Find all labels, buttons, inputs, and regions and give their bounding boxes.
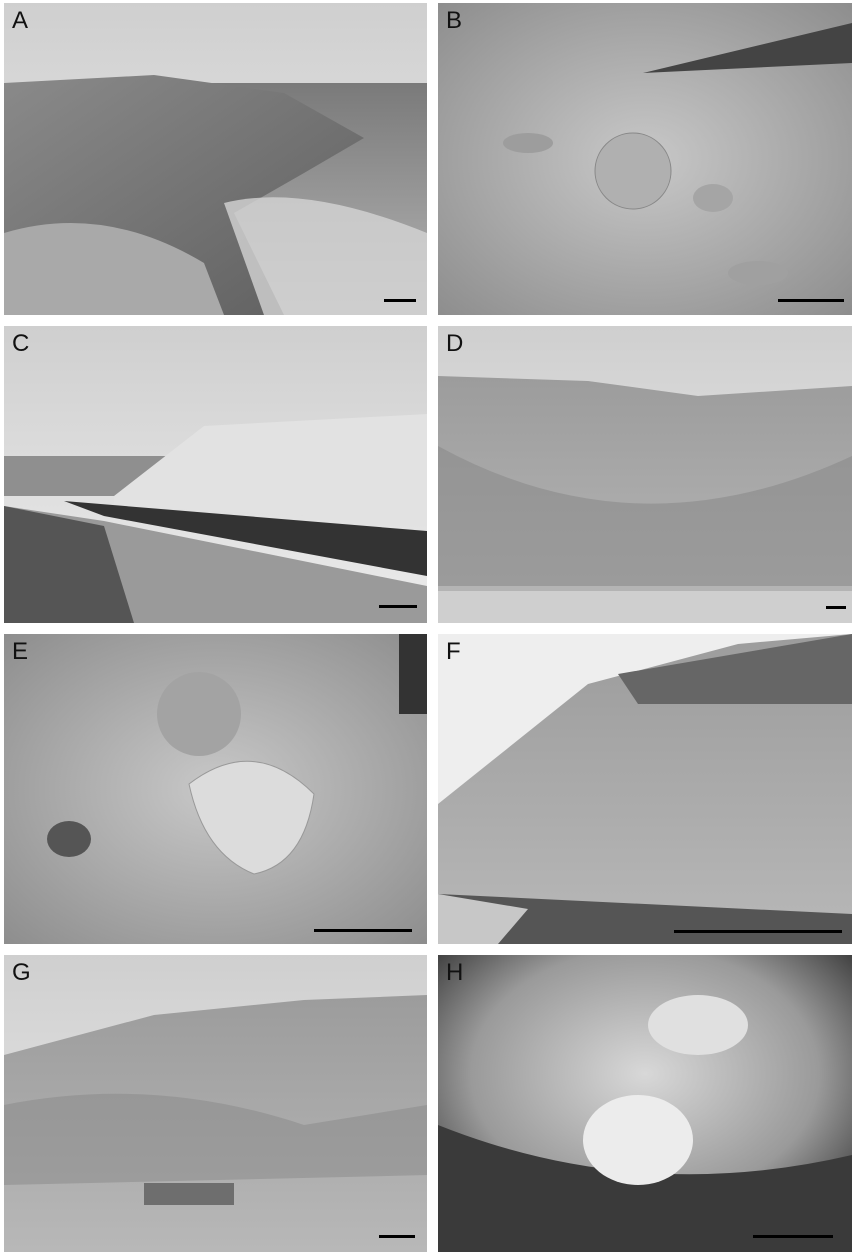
photo-panel: F	[438, 634, 852, 944]
photo	[438, 955, 852, 1252]
photo-panel: D	[438, 326, 852, 623]
photo-panel: G	[4, 955, 427, 1252]
photo	[4, 326, 427, 623]
photo	[4, 955, 427, 1252]
scale-bar	[384, 299, 416, 302]
scale-bar	[379, 1235, 415, 1238]
photo-panel: B	[438, 3, 852, 315]
scale-bar	[826, 606, 846, 609]
scale-bar	[778, 299, 844, 302]
panel-label: H	[446, 959, 464, 986]
scale-bar	[314, 929, 412, 932]
photo	[438, 326, 852, 623]
photo-panel: C	[4, 326, 427, 623]
panel-label: C	[12, 330, 30, 357]
photo	[4, 634, 427, 944]
photo	[4, 3, 427, 315]
photo	[438, 634, 852, 944]
photo-panel: A	[4, 3, 427, 315]
photo-panel: H	[438, 955, 852, 1252]
photo-panel: E	[4, 634, 427, 944]
photo	[438, 3, 852, 315]
panel-label: F	[446, 638, 461, 665]
panel-label: A	[12, 7, 29, 34]
scale-bar	[379, 605, 417, 608]
panel-label: D	[446, 330, 464, 357]
scale-bar	[674, 930, 842, 933]
panel-label: E	[12, 638, 29, 665]
panel-label: B	[446, 7, 463, 34]
scale-bar	[753, 1235, 833, 1238]
panel-label: G	[12, 959, 31, 986]
